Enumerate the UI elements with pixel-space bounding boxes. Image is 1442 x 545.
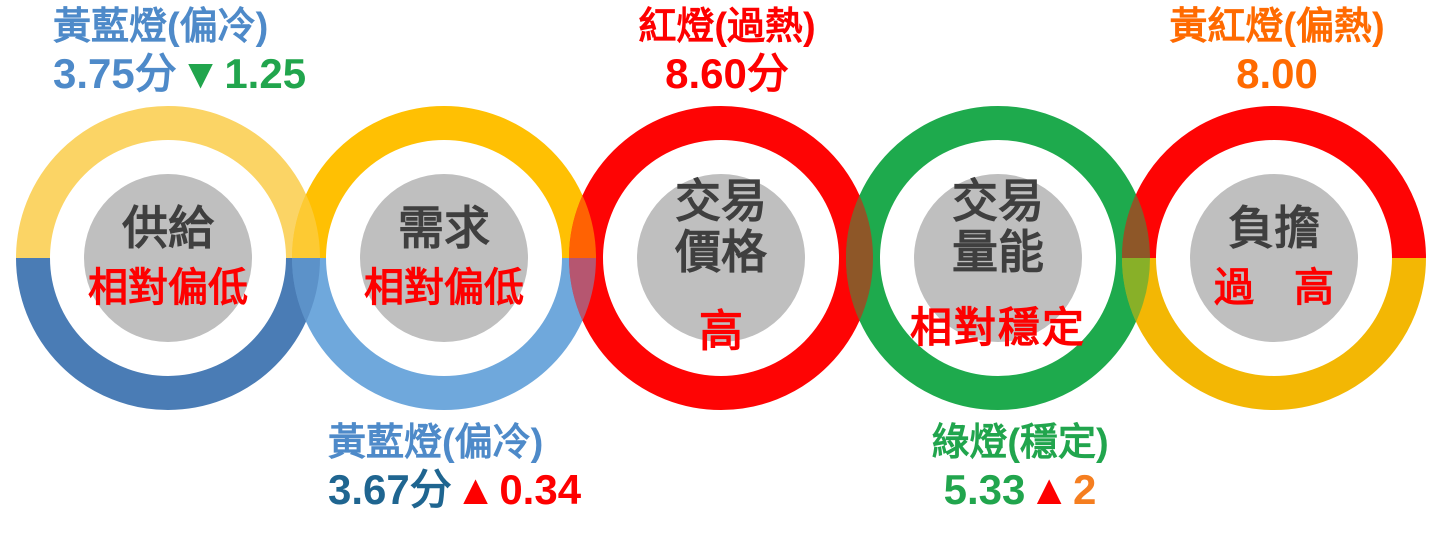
indicator-name: 交易 價格 [675,175,767,278]
badge-score-line: 5.33▲2 [931,466,1108,514]
center-label-demand: 需求 相對偏低 [324,202,564,311]
ring-demand-bottom-arc [292,257,596,410]
badge-score-line: 8.00 [1169,50,1384,98]
indicator-name: 交易 量能 [952,175,1044,278]
badge-title: 黃藍燈(偏冷) [328,422,544,464]
center-disc-supply [84,174,252,342]
badge-title: 綠燈(穩定) [931,422,1109,464]
score-value: 3.67分 [328,466,452,513]
ring-burden-bottom-arc [1122,257,1426,410]
center-disc-demand [360,174,528,342]
ring-burden [1122,106,1426,410]
badge-transaction-price: 紅燈(過熱) 8.60分 [638,4,815,98]
indicator-name: 需求 [398,202,490,254]
score-value: 5.33 [943,466,1026,513]
badge-supply: 黃藍燈(偏冷) 3.75分▼1.25 [53,4,306,98]
ring-supply-bottom-arc [16,257,320,410]
badge-title: 黃紅燈(偏熱) [1169,6,1385,48]
ring-burden-top-arc [1122,106,1426,259]
up-triangle-icon: ▲ [1028,466,1070,513]
ring-transaction-price [569,106,873,410]
ring-price-bottom-arc [569,257,873,410]
center-label-transaction-volume: 交易 量能 相對穩定 [878,176,1118,350]
center-label-supply: 供給 相對偏低 [48,202,288,311]
ring-volume-bottom-arc [846,257,1150,410]
indicator-name: 負擔 [1228,202,1320,254]
score-value: 3.75分 [53,50,177,97]
ring-price-top-arc [569,106,873,259]
badge-title: 黃藍燈(偏冷) [53,6,269,48]
badge-demand: 黃藍燈(偏冷) 3.67分▲0.34 [328,420,581,514]
up-triangle-icon: ▲ [454,466,497,513]
indicator-status: 相對偏低 [88,266,248,310]
indicator-status: 高 [699,307,743,356]
badge-score-line: 3.75分▼1.25 [53,50,306,98]
ring-volume-top-arc [846,106,1150,259]
indicator-status: 過 高 [1214,266,1334,310]
center-disc-volume [914,174,1082,342]
score-value: 8.00 [1236,50,1318,97]
badge-title: 紅燈(過熱) [638,6,816,48]
indicator-status: 相對穩定 [909,304,1086,351]
ring-demand-top-arc [292,106,596,259]
indicator-name: 供給 [122,202,214,254]
score-value: 8.60分 [665,50,789,97]
badge-burden: 黃紅燈(偏熱) 8.00 [1169,4,1384,98]
ring-demand [292,106,596,410]
badge-transaction-volume: 綠燈(穩定) 5.33▲2 [931,420,1108,514]
center-disc-burden [1190,174,1358,342]
ring-supply [16,106,320,410]
down-triangle-icon: ▼ [179,50,222,97]
center-label-transaction-price: 交易 價格 高 [601,176,841,354]
badge-score-line: 3.67分▲0.34 [328,466,581,514]
score-delta: 2 [1072,466,1097,513]
indicator-status: 相對偏低 [364,266,524,310]
center-disc-price [637,174,805,342]
center-label-burden: 負擔 過 高 [1154,202,1394,311]
ring-transaction-volume [846,106,1150,410]
badge-score-line: 8.60分 [638,50,815,98]
ring-supply-top-arc [16,106,320,259]
score-delta: 1.25 [224,50,307,97]
score-delta: 0.34 [499,466,582,513]
